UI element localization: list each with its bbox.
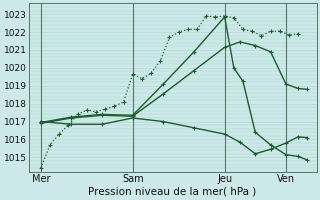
X-axis label: Pression niveau de la mer( hPa ): Pression niveau de la mer( hPa ) — [88, 187, 257, 197]
